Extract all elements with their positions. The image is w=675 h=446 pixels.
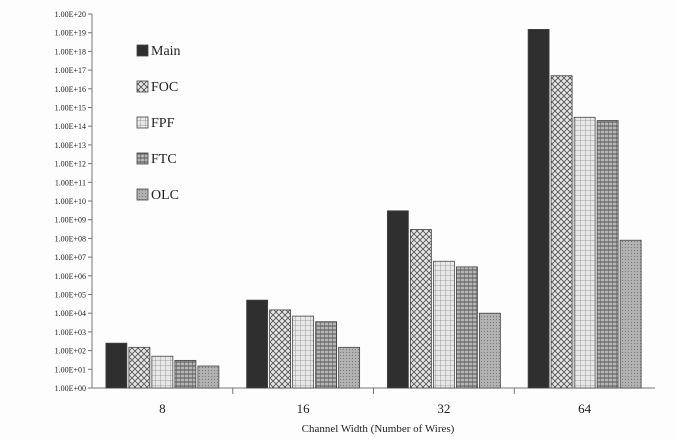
legend-swatch-ftc bbox=[136, 152, 149, 165]
bar-olc-64 bbox=[619, 239, 642, 389]
bar-foc-64 bbox=[550, 75, 573, 389]
legend: Main FOC FPF FTC OLC bbox=[136, 44, 181, 203]
y-tick-label: 1.00E+16 bbox=[55, 85, 86, 94]
bar-ftc-64 bbox=[596, 120, 619, 389]
y-tick-label: 1.00E+12 bbox=[55, 160, 86, 169]
bar-foc-16 bbox=[269, 309, 292, 389]
bar-ftc-8 bbox=[174, 359, 197, 389]
legend-label-fpf: FPF bbox=[151, 116, 175, 131]
y-tick-label: 1.00E+03 bbox=[55, 328, 86, 337]
y-tick-label: 1.00E+07 bbox=[55, 253, 86, 262]
y-tick-label: 1.00E+19 bbox=[55, 29, 86, 38]
bar-fpf-64 bbox=[573, 116, 596, 389]
y-tick-label: 1.00E+15 bbox=[55, 104, 86, 113]
x-tick-label: 64 bbox=[578, 401, 592, 416]
legend-label-main: Main bbox=[151, 44, 181, 59]
y-tick-label: 1.00E+13 bbox=[55, 141, 86, 150]
bar-ftc-32 bbox=[455, 266, 478, 389]
x-axis-title: Channel Width (Number of Wires) bbox=[302, 423, 455, 435]
bar-main-16 bbox=[246, 299, 269, 389]
bar-foc-8 bbox=[128, 346, 151, 389]
y-tick-label: 1.00E+20 bbox=[55, 10, 86, 19]
y-tick-label: 1.00E+05 bbox=[55, 291, 86, 300]
y-tick-label: 1.00E+08 bbox=[55, 234, 86, 243]
bar-ftc-16 bbox=[315, 321, 338, 389]
bar-fpf-16 bbox=[292, 315, 315, 389]
y-tick-label: 1.00E+17 bbox=[55, 66, 86, 75]
bar-main-64 bbox=[527, 29, 550, 389]
y-tick-label: 1.00E+11 bbox=[55, 178, 86, 187]
y-tick-label: 1.00E+02 bbox=[55, 347, 86, 356]
y-tick-label: 1.00E+14 bbox=[55, 122, 86, 131]
bar-fpf-32 bbox=[432, 260, 455, 389]
legend-label-ftc: FTC bbox=[151, 152, 177, 167]
legend-label-olc: OLC bbox=[151, 188, 179, 203]
y-tick-label: 1.00E+09 bbox=[55, 216, 86, 225]
legend-swatch-foc bbox=[136, 80, 149, 93]
x-tick-label: 32 bbox=[437, 401, 450, 416]
bar-main-32 bbox=[386, 210, 409, 389]
y-tick-label: 1.00E+06 bbox=[55, 272, 86, 281]
bar-olc-32 bbox=[478, 312, 501, 389]
y-tick-label: 1.00E+04 bbox=[55, 309, 86, 318]
y-tick-label: 1.00E+00 bbox=[55, 384, 86, 393]
bar-fpf-8 bbox=[151, 355, 174, 389]
x-tick-label: 16 bbox=[297, 401, 311, 416]
legend-swatch-olc bbox=[136, 188, 149, 201]
legend-label-foc: FOC bbox=[151, 80, 178, 95]
y-tick-label: 1.00E+18 bbox=[55, 47, 86, 56]
bar-foc-32 bbox=[409, 229, 432, 389]
bar-olc-8 bbox=[197, 365, 220, 389]
axis-labels: 1.00E+00 1.00E+01 1.00E+02 1.00E+03 1.00E+04… bbox=[55, 10, 592, 416]
y-tick-label: 1.00E+01 bbox=[55, 365, 86, 374]
bar-main-8 bbox=[105, 342, 128, 389]
x-tick-label: 8 bbox=[159, 401, 166, 416]
bars bbox=[105, 29, 642, 389]
bar-olc-16 bbox=[338, 346, 361, 389]
legend-swatch-main bbox=[136, 44, 149, 57]
legend-swatch-fpf bbox=[136, 116, 149, 129]
y-tick-label: 1.00E+10 bbox=[55, 197, 86, 206]
